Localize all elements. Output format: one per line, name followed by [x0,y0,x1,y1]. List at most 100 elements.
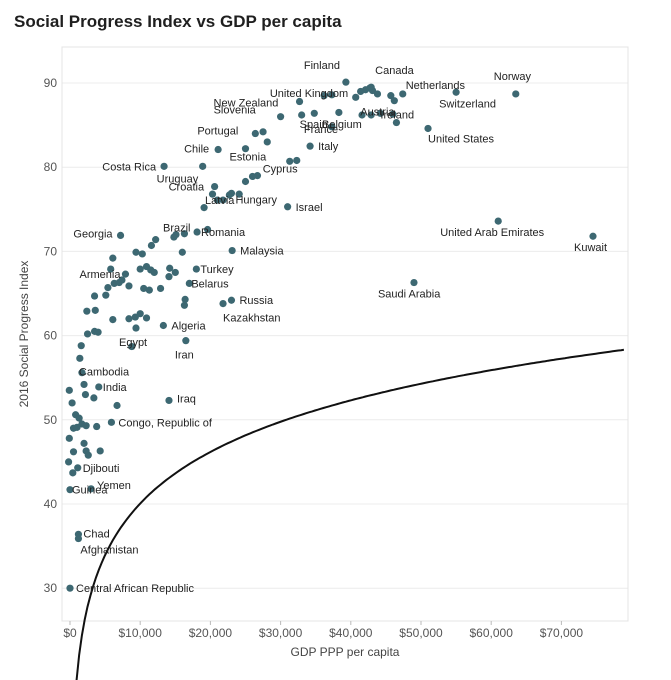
y-tick-label: 90 [44,76,58,90]
y-tick-label: 50 [44,413,58,427]
x-tick-label: $30,000 [259,626,303,640]
y-tick-label: 70 [44,244,58,258]
data-point [199,162,207,170]
data-point [263,138,271,146]
data-point [373,90,382,98]
data-point [87,485,95,493]
point-label: Chad [83,528,109,540]
data-point [75,414,83,422]
data-points [64,78,597,592]
data-point [376,109,384,117]
data-point [227,296,236,304]
data-point [180,301,189,309]
data-point [295,97,304,106]
data-point [142,314,151,322]
data-point [286,157,294,165]
data-point [156,284,165,293]
data-point [165,273,173,281]
data-point [125,315,133,323]
data-point [83,330,92,338]
data-point [410,278,418,287]
data-point [68,399,76,407]
x-tick-label: $50,000 [399,626,443,640]
data-point [132,248,140,256]
point-labels: Finland Canada United Kingdom Netherlands No… [72,60,607,595]
data-point [310,109,318,117]
data-point [219,196,227,204]
data-point [192,265,200,273]
chart-title: Social Progress Index vs GDP per capita [14,12,342,31]
point-label: Ireland [380,110,414,122]
data-point [253,172,262,180]
data-point [211,182,219,191]
x-tick-label: $60,000 [470,626,514,640]
data-point [121,270,130,278]
data-point [165,396,173,405]
data-point [251,129,259,138]
x-tick-label: $20,000 [189,626,233,640]
data-point [74,464,82,472]
point-label: Latvia [205,195,235,207]
point-label: Afghanistan [80,545,138,557]
data-point [328,123,336,131]
gridlines [62,82,628,589]
data-point [208,190,217,198]
data-point [259,128,267,136]
data-point [66,584,74,592]
data-point [214,145,222,154]
point-label: Netherlands [406,80,466,92]
point-label: Guinea [72,485,108,497]
point-label: Croatia [169,182,205,194]
data-point [136,310,144,318]
data-point [138,250,146,258]
data-point [80,439,88,447]
data-point [69,469,77,477]
data-point [392,118,401,127]
data-point [96,447,104,455]
point-label: Canada [375,65,414,77]
data-point [178,248,186,256]
point-label: United Kingdom [270,88,348,100]
data-point [387,92,395,100]
data-point [113,401,121,410]
data-point [77,342,85,350]
data-point [152,236,160,244]
data-point [160,162,168,170]
x-axis-ticks: $0 $10,000 $20,000 $30,000 $40,000 $50,000 $60… [63,621,583,640]
data-point [73,423,81,431]
point-label: Brazil [163,223,191,235]
data-point [80,380,88,389]
point-label: Egypt [119,337,147,349]
y-axis-title: 2016 Social Progress Index [17,261,31,408]
point-label: Spain [300,119,328,131]
point-label: Kazakhstan [223,313,280,325]
point-label: Djibouti [83,463,120,475]
data-point [66,486,74,494]
data-point [452,88,460,96]
plot-frame [61,46,629,622]
data-point [203,225,212,234]
point-label: Italy [318,141,339,153]
point-label: Congo, Republic of [118,417,213,429]
point-label: Georgia [73,228,113,240]
data-point [320,92,328,100]
data-point [81,390,90,399]
data-point [181,295,189,303]
point-label: Saudi Arabia [378,289,441,301]
data-point [227,189,236,197]
point-label: Iraq [177,393,196,405]
point-label: Algeria [171,320,206,332]
point-label: Uruguay [157,173,199,185]
data-point [65,434,73,442]
point-label: Portugal [197,126,238,138]
point-label: United Arab Emirates [440,227,544,239]
point-label: France [304,124,338,136]
point-label: Iran [175,350,194,362]
x-tick-label: $70,000 [540,626,584,640]
point-label: Israel [296,202,323,214]
data-point [128,342,136,351]
data-point [65,386,73,394]
point-label: Kuwait [574,242,607,254]
data-point [200,204,208,212]
